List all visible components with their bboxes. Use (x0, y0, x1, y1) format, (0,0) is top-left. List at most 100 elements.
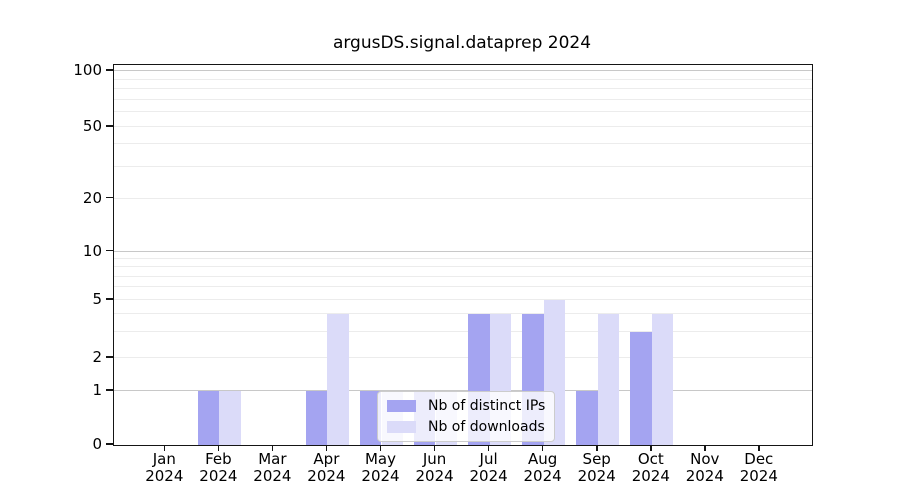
y-gridline-minor (114, 299, 812, 300)
legend-label-downloads: Nb of downloads (428, 419, 545, 435)
x-tick (704, 445, 706, 451)
y-gridline-minor (114, 143, 812, 145)
x-month-year: 2024 (469, 467, 508, 485)
y-tick-label: 20 (82, 188, 102, 207)
x-tick (487, 445, 490, 451)
x-month-year: 2024 (145, 467, 184, 485)
y-gridline-major (114, 390, 812, 391)
x-month-name: Aug (527, 450, 558, 468)
bar-distinct-ips-oct (630, 332, 652, 445)
x-month-year: 2024 (631, 467, 670, 485)
y-tick (106, 389, 113, 391)
x-month-year: 2024 (415, 467, 454, 485)
x-month-label: Mar 2024 (240, 451, 304, 485)
legend: Nb of distinct IPs Nb of downloads (377, 391, 556, 442)
chart-title: argusDS.signal.dataprep 2024 (332, 33, 592, 53)
bar-distinct-ips-feb (197, 391, 220, 445)
y-gridline-minor (114, 331, 812, 333)
x-month-year: 2024 (685, 467, 724, 485)
x-tick (596, 445, 598, 451)
y-tick-label: 10 (82, 241, 102, 260)
x-month-year: 2024 (361, 467, 400, 485)
y-tick (106, 69, 113, 71)
x-month-year: 2024 (577, 467, 616, 485)
x-month-year: 2024 (739, 467, 778, 485)
y-tick (106, 298, 113, 300)
bar-distinct-ips-sep (576, 391, 598, 445)
y-tick (106, 196, 113, 199)
x-month-label: Oct 2024 (619, 451, 683, 485)
y-tick-label: 50 (82, 116, 102, 135)
y-tick (106, 443, 113, 445)
y-tick-label: 2 (92, 348, 102, 366)
y-tick (106, 125, 113, 127)
x-month-label: Feb 2024 (186, 451, 250, 485)
plot-area: Nb of distinct IPs Nb of downloads (113, 64, 813, 446)
y-tick-label: 100 (73, 61, 102, 79)
x-month-label: Jan 2024 (132, 451, 196, 485)
x-month-name: Apr (313, 450, 340, 468)
legend-item-downloads: Nb of downloads (387, 419, 545, 435)
legend-swatch-downloads (387, 421, 416, 433)
y-gridline-minor (114, 87, 812, 89)
x-month-year: 2024 (199, 467, 238, 485)
x-month-name: Nov (690, 450, 720, 468)
y-gridline-major (114, 250, 812, 252)
legend-label-distinct-ips: Nb of distinct IPs (428, 398, 546, 414)
x-month-label: Dec 2024 (727, 451, 791, 485)
y-gridline-minor (114, 125, 812, 127)
bar-downloads-apr (327, 314, 349, 445)
y-tick (106, 356, 113, 358)
y-gridline-minor (114, 286, 812, 288)
x-tick (217, 445, 220, 451)
y-gridline-major (114, 70, 812, 71)
bar-distinct-ips-may (359, 391, 382, 445)
x-month-year: 2024 (253, 467, 292, 485)
x-month-name: Dec (744, 450, 774, 468)
x-tick (325, 445, 328, 451)
x-month-name: Feb (205, 450, 232, 468)
x-month-label: May 2024 (349, 451, 413, 485)
x-month-name: Mar (258, 450, 287, 468)
x-month-label: Sep 2024 (565, 451, 629, 485)
x-month-name: Sep (582, 450, 611, 468)
x-month-label: Nov 2024 (673, 451, 737, 485)
y-gridline-minor (114, 313, 812, 315)
y-tick-label: 1 (92, 381, 102, 399)
y-tick (106, 249, 113, 252)
bar-downloads-feb (219, 391, 241, 445)
x-month-label: Jul 2024 (457, 451, 521, 485)
x-month-name: Jan (152, 450, 176, 468)
y-gridline-minor (114, 98, 812, 100)
x-tick (541, 445, 544, 451)
x-month-year: 2024 (307, 467, 346, 485)
x-month-name: Jun (422, 450, 447, 468)
y-gridline-minor (114, 258, 812, 259)
y-gridline-minor (114, 357, 812, 358)
x-month-label: Jun 2024 (403, 451, 467, 485)
y-gridline-minor (114, 197, 812, 199)
legend-item-distinct-ips: Nb of distinct IPs (387, 398, 545, 414)
x-month-label: Aug 2024 (511, 451, 575, 485)
bar-distinct-ips-apr (305, 391, 328, 445)
bar-downloads-sep (597, 314, 620, 445)
x-month-name: Oct (637, 450, 664, 468)
y-tick-label: 0 (92, 435, 102, 453)
y-tick-label: 5 (92, 290, 102, 308)
legend-swatch-distinct-ips (387, 400, 416, 412)
x-tick (650, 445, 652, 451)
y-gridline-minor (114, 266, 812, 268)
x-tick (163, 445, 166, 451)
x-tick (379, 445, 382, 451)
x-month-name: Jul (479, 450, 498, 468)
x-tick (271, 445, 274, 451)
x-month-year: 2024 (523, 467, 562, 485)
y-gridline-minor (114, 165, 812, 167)
x-month-name: May (364, 450, 396, 468)
x-tick (433, 445, 436, 451)
x-month-label: Apr 2024 (294, 451, 358, 485)
y-gridline-minor (114, 78, 812, 80)
y-gridline-minor (114, 275, 812, 277)
bar-downloads-oct (651, 314, 674, 445)
